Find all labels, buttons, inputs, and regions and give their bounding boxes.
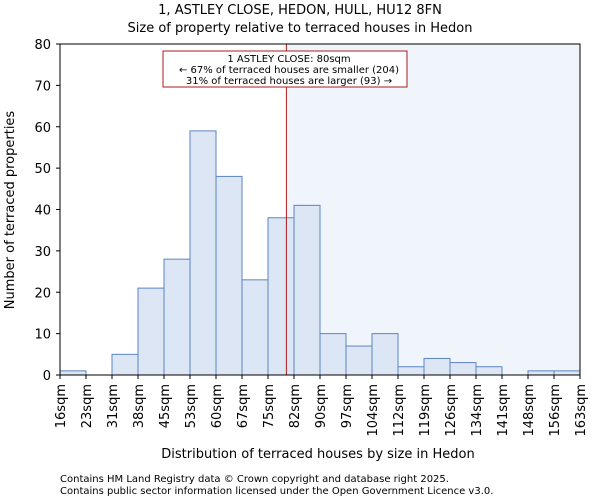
annotation-line-3: 31% of terraced houses are larger (93) → xyxy=(186,76,392,87)
larger-region-highlight xyxy=(286,44,580,375)
x-tick-label: 23sqm xyxy=(80,384,95,428)
x-tick-label: 75sqm xyxy=(262,384,277,428)
x-axis-label: Distribution of terraced houses by size … xyxy=(161,447,474,462)
x-tick-label: 45sqm xyxy=(158,384,173,428)
y-tick-label: 60 xyxy=(34,121,51,136)
y-tick-label: 30 xyxy=(34,245,51,260)
y-tick-label: 40 xyxy=(34,204,51,219)
marker-annotation: 1 ASTLEY CLOSE: 80sqm ← 67% of terraced … xyxy=(162,50,408,88)
histogram-bar xyxy=(527,370,555,376)
y-tick-label: 20 xyxy=(34,286,51,301)
histogram-bar xyxy=(267,217,295,376)
x-tick-label: 119sqm xyxy=(418,384,433,437)
y-tick-label: 70 xyxy=(34,79,51,94)
histogram-bar xyxy=(293,204,321,376)
histogram-bar xyxy=(163,258,191,376)
annotation-line-1: 1 ASTLEY CLOSE: 80sqm xyxy=(227,54,350,65)
x-tick-label: 141sqm xyxy=(496,384,511,437)
y-tick-label: 10 xyxy=(34,328,51,343)
histogram-bar xyxy=(345,345,373,376)
annotation-line-2: ← 67% of terraced houses are smaller (20… xyxy=(179,65,399,76)
x-tick-label: 90sqm xyxy=(314,384,329,428)
x-tick-label: 126sqm xyxy=(444,384,459,437)
x-tick-label: 148sqm xyxy=(522,384,537,437)
x-tick-label: 16sqm xyxy=(54,384,69,428)
x-tick-label: 112sqm xyxy=(392,384,407,437)
y-tick-label: 0 xyxy=(43,369,51,384)
footer-line-2: Contains public sector information licen… xyxy=(60,486,493,497)
chart-subtitle: Size of property relative to terraced ho… xyxy=(128,21,473,36)
histogram-bar xyxy=(371,333,399,376)
y-tick-label: 80 xyxy=(34,38,51,53)
x-tick-label: 163sqm xyxy=(574,384,589,437)
histogram-bar xyxy=(241,279,269,376)
histogram-bar xyxy=(475,366,503,376)
x-tick-label: 156sqm xyxy=(548,384,563,437)
y-tick-label: 50 xyxy=(34,162,51,177)
annotation-box xyxy=(162,50,408,88)
x-tick-label: 38sqm xyxy=(132,384,147,428)
histogram-bar xyxy=(215,175,243,376)
x-tick-label: 82sqm xyxy=(288,384,303,428)
histogram-bar xyxy=(59,370,87,376)
histogram-bar xyxy=(319,333,347,376)
x-tick-label: 134sqm xyxy=(470,384,485,437)
plot-frame xyxy=(59,43,581,376)
x-tick-label: 31sqm xyxy=(106,384,121,428)
x-tick-label: 67sqm xyxy=(236,384,251,428)
histogram-bar xyxy=(397,366,425,376)
histogram-bar xyxy=(449,362,477,376)
histogram-bar xyxy=(553,370,581,376)
histogram-bar xyxy=(189,130,217,376)
x-tick-label: 53sqm xyxy=(184,384,199,428)
chart-title: 1, ASTLEY CLOSE, HEDON, HULL, HU12 8FN xyxy=(158,3,442,18)
x-tick-label: 104sqm xyxy=(366,384,381,437)
footer-line-1: Contains HM Land Registry data © Crown c… xyxy=(60,474,449,485)
histogram-bar xyxy=(137,287,165,376)
histogram-bar xyxy=(423,357,451,376)
x-tick-label: 60sqm xyxy=(210,384,225,428)
histogram-bar xyxy=(111,353,139,376)
y-axis-label: Number of terraced properties xyxy=(3,111,18,310)
x-tick-label: 97sqm xyxy=(340,384,355,428)
